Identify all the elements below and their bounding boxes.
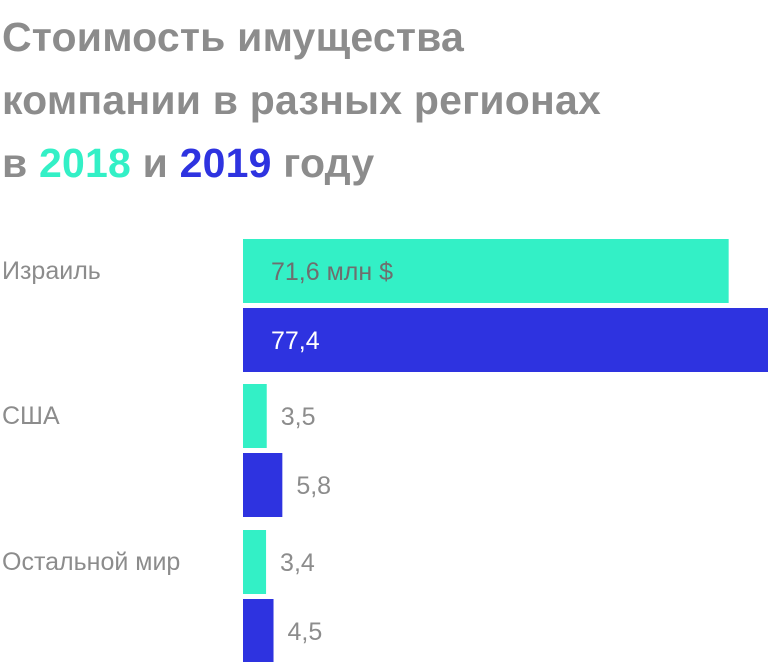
bar-value-label: 77,4 <box>271 327 320 355</box>
bar-value-label: 3,5 <box>281 403 316 431</box>
bar-value-label: 5,8 <box>296 472 331 500</box>
title-suffix: году <box>283 140 375 186</box>
title-and: и <box>142 140 169 186</box>
category-label: Остальной мир <box>2 548 180 576</box>
title-line-2: компании в разных регионах <box>2 77 601 123</box>
title-year-2019: 2019 <box>179 140 272 186</box>
category-label: Израиль <box>2 257 101 285</box>
title-line-1: Стоимость имущества <box>2 14 464 60</box>
bar-2018 <box>243 239 729 303</box>
bar-2018 <box>243 384 267 448</box>
title-year-2018: 2018 <box>39 140 132 186</box>
chart-title: Стоимость имущества компании в разных ре… <box>2 6 601 195</box>
bar-2019 <box>243 599 274 662</box>
bar-2019 <box>243 308 768 372</box>
title-prefix: в <box>2 140 28 186</box>
bar-value-label: 4,5 <box>288 618 323 646</box>
bar-value-label: 3,4 <box>280 549 315 577</box>
category-label: США <box>2 402 60 430</box>
bar-2019 <box>243 453 283 517</box>
bar-2018 <box>243 530 267 594</box>
bar-value-label: 71,6 млн $ <box>271 258 393 286</box>
